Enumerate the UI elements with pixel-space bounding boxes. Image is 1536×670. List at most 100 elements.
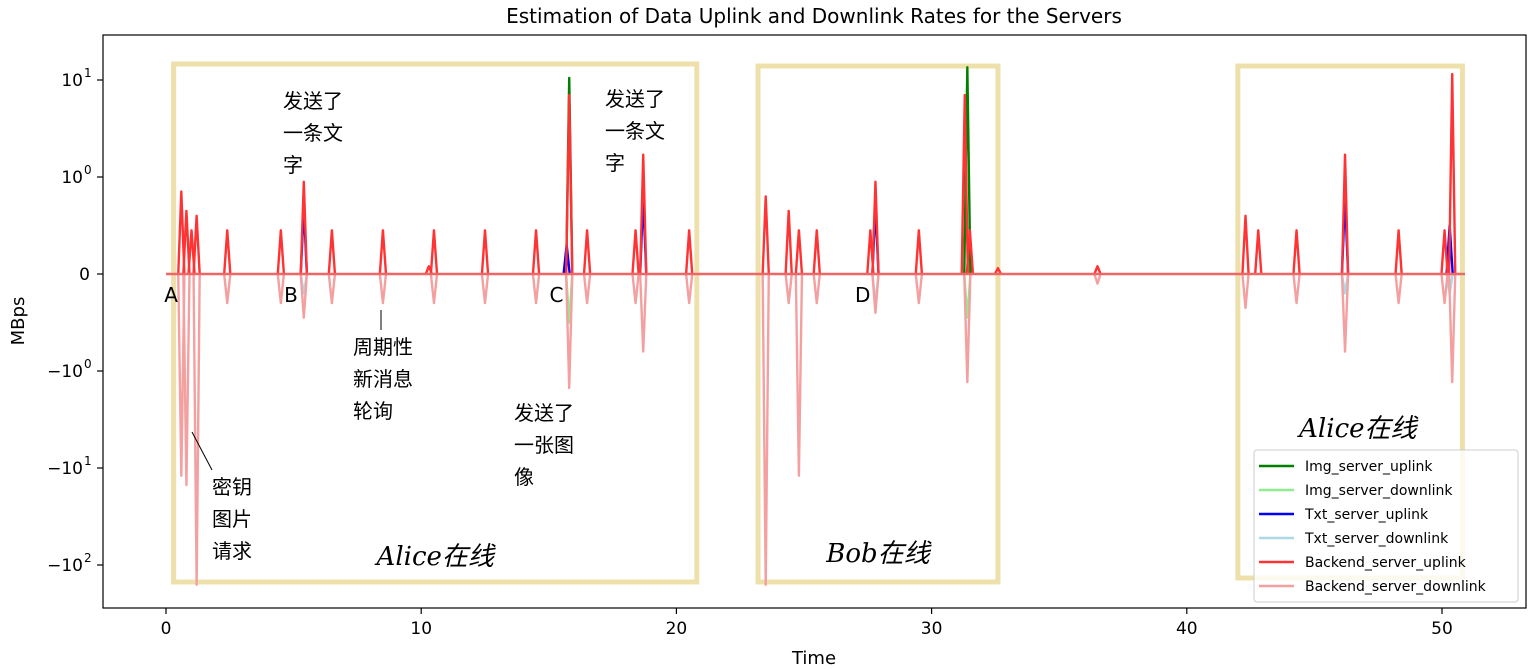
series-Backend_server_uplink (177, 72, 1457, 275)
spike-point (784, 209, 793, 275)
spike-point (963, 273, 972, 384)
annotation-line: 字 (283, 153, 303, 177)
spike-point (531, 229, 541, 275)
spike-point (684, 229, 694, 275)
annotation-line: 字 (605, 151, 625, 175)
spike-point (1447, 72, 1457, 275)
spike-point (564, 93, 574, 275)
spike-point (812, 229, 822, 275)
legend-label: Img_server_uplink (1305, 459, 1433, 475)
annotation-line: 周期性 (353, 335, 413, 359)
annotation-line: 一张图 (514, 433, 574, 457)
x-tick-label: 40 (1176, 619, 1198, 639)
spike-point (378, 229, 388, 275)
spike-point (480, 229, 490, 275)
legend-layer: Img_server_uplink Img_server_downlink Txt_… (1253, 449, 1519, 603)
series-Backend_server_downlink (177, 273, 1457, 586)
annotation-line: 新消息 (353, 367, 413, 391)
y-tick-label: −10 (47, 459, 83, 479)
online-region-label: Alice在线 (375, 542, 497, 572)
annotation-line: 发送了 (605, 87, 665, 111)
x-tick-label: 20 (666, 619, 688, 639)
spike-point (299, 180, 309, 275)
y-tick-label: 10 (61, 71, 83, 91)
spike-point (631, 229, 640, 275)
spike-point (1292, 229, 1301, 275)
legend-label: Backend_server_downlink (1305, 579, 1487, 595)
spike-point (327, 229, 337, 275)
spike-point (182, 209, 191, 275)
spike-point (761, 273, 770, 586)
spike-point (192, 214, 201, 275)
spike-point (378, 273, 388, 305)
spike-point (182, 273, 191, 487)
y-tick-exponent: 2 (84, 551, 92, 565)
spike-point (794, 273, 804, 477)
legend-label: Backend_server_uplink (1305, 555, 1467, 571)
spike-point (192, 273, 201, 586)
spike-point (963, 66, 972, 275)
x-tick-label: 0 (161, 619, 172, 639)
spike-point (429, 273, 439, 305)
spike-point (914, 229, 924, 275)
spike-point (480, 273, 490, 305)
annotation-line: 发送了 (283, 89, 343, 113)
y-tick-label: 0 (79, 265, 90, 285)
annotation: 发送了一张图像 (514, 401, 574, 489)
x-tick-label: 10 (410, 619, 432, 639)
spike-point (1394, 273, 1403, 305)
y-tick-label: −10 (47, 556, 83, 576)
legend-label: Txt_server_downlink (1304, 531, 1449, 547)
annotation-line: 一条文 (283, 121, 343, 145)
spike-point (914, 273, 924, 305)
spike-point (631, 273, 640, 305)
spike-point (684, 273, 694, 305)
annotation-line: 一条文 (605, 119, 665, 143)
y-tick-label: 10 (61, 168, 83, 188)
spike-point (276, 273, 286, 305)
x-axis-label: Time (791, 648, 836, 669)
spike-point (582, 273, 592, 305)
spike-point (812, 273, 822, 305)
spike-point (1447, 273, 1457, 384)
annotation-line: 请求 (212, 539, 252, 563)
spike-point (1253, 229, 1263, 275)
point-label: A (164, 283, 178, 307)
spike-point (299, 273, 309, 319)
online-region-box (755, 63, 1001, 585)
y-tick-exponent: 1 (84, 66, 92, 80)
annotation-connector (191, 431, 213, 471)
point-label: B (284, 283, 298, 307)
spike-point (960, 93, 970, 275)
y-axis-label: MBps (8, 297, 29, 346)
spike-point (1093, 265, 1102, 275)
spike-point (761, 195, 770, 275)
spike-point (177, 190, 186, 275)
x-tick-label: 50 (1431, 619, 1453, 639)
online-region-label: Bob在线 (825, 539, 932, 569)
spike-point (1440, 273, 1449, 305)
spike-point (638, 153, 648, 275)
spike-point (1241, 273, 1250, 310)
legend-box (1253, 449, 1519, 603)
annotation-line: 密钥 (212, 475, 252, 499)
spike-point (794, 229, 804, 275)
spike-point (276, 229, 286, 275)
spike-point (993, 266, 1003, 275)
series-layer (166, 66, 1465, 586)
annotation-line: 轮询 (353, 399, 393, 423)
plot-frame (102, 34, 1527, 609)
spike-point (871, 273, 880, 314)
annotation: 密钥图片请求 (212, 475, 252, 563)
spike-point (1292, 273, 1301, 305)
spike-point (965, 229, 975, 275)
spike-point (1394, 229, 1403, 275)
annotation: 发送了一条文字 (605, 87, 665, 175)
spike-point (1340, 153, 1350, 275)
spike-point (784, 273, 793, 305)
spike-point (222, 273, 232, 305)
spike-point (1440, 229, 1449, 275)
